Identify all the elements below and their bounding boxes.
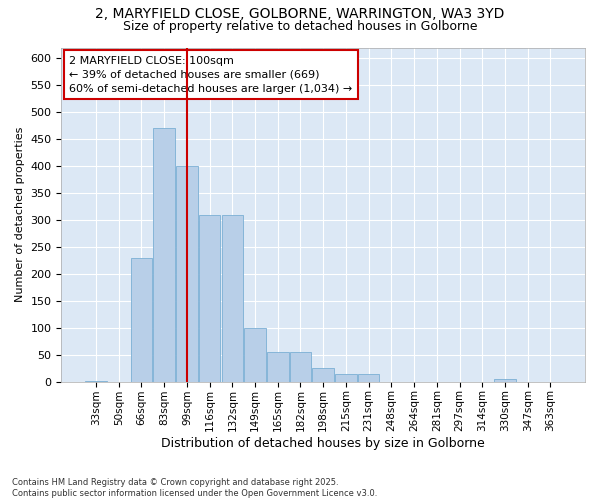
Bar <box>221 214 243 382</box>
Y-axis label: Number of detached properties: Number of detached properties <box>15 127 25 302</box>
Bar <box>244 328 266 382</box>
Bar <box>358 374 379 382</box>
Bar <box>494 379 516 382</box>
X-axis label: Distribution of detached houses by size in Golborne: Distribution of detached houses by size … <box>161 437 485 450</box>
Bar <box>290 352 311 382</box>
Text: Contains HM Land Registry data © Crown copyright and database right 2025.
Contai: Contains HM Land Registry data © Crown c… <box>12 478 377 498</box>
Bar <box>335 374 357 382</box>
Bar <box>154 128 175 382</box>
Bar <box>176 166 197 382</box>
Bar <box>199 214 220 382</box>
Text: Size of property relative to detached houses in Golborne: Size of property relative to detached ho… <box>123 20 477 33</box>
Text: 2 MARYFIELD CLOSE: 100sqm
← 39% of detached houses are smaller (669)
60% of semi: 2 MARYFIELD CLOSE: 100sqm ← 39% of detac… <box>69 56 353 94</box>
Bar <box>313 368 334 382</box>
Bar <box>131 258 152 382</box>
Text: 2, MARYFIELD CLOSE, GOLBORNE, WARRINGTON, WA3 3YD: 2, MARYFIELD CLOSE, GOLBORNE, WARRINGTON… <box>95 8 505 22</box>
Bar <box>85 380 107 382</box>
Bar <box>267 352 289 382</box>
